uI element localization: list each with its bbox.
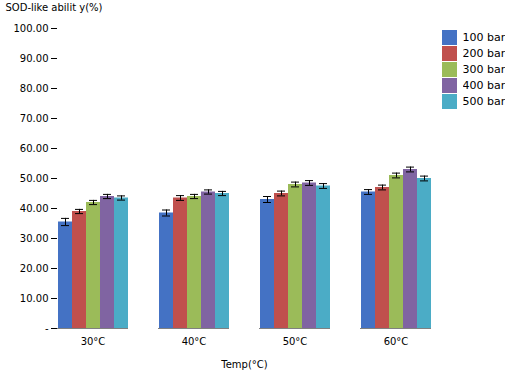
svg-text:80.00: 80.00 xyxy=(20,83,49,94)
html-text:500 bar: 500 bar xyxy=(462,95,506,108)
html-text:100 bar: 100 bar xyxy=(462,31,506,44)
html-text:200 bar: 200 bar xyxy=(462,47,506,60)
svg-text:40°C: 40°C xyxy=(182,336,207,347)
html-text:400 bar: 400 bar xyxy=(462,79,506,92)
svg-text:30°C: 30°C xyxy=(81,336,106,347)
svg-text:70.00: 70.00 xyxy=(20,113,49,124)
svg-text:100.00: 100.00 xyxy=(14,23,49,34)
svg-text:60.00: 60.00 xyxy=(20,143,49,154)
svg-text:Temp(°C): Temp(°C) xyxy=(220,359,268,370)
svg-text:50.00: 50.00 xyxy=(20,173,49,184)
svg-text:10.00: 10.00 xyxy=(20,293,49,304)
svg-text:40.00: 40.00 xyxy=(20,203,49,214)
svg-text:20.00: 20.00 xyxy=(20,263,49,274)
svg-text:-: - xyxy=(45,323,49,334)
svg-text:SOD-like abilit y(%): SOD-like abilit y(%) xyxy=(6,2,103,13)
svg-text:50°C: 50°C xyxy=(283,336,308,347)
svg-text:90.00: 90.00 xyxy=(20,53,49,64)
svg-text:60°C: 60°C xyxy=(384,336,409,347)
svg-text:30.00: 30.00 xyxy=(20,233,49,244)
html-text:300 bar: 300 bar xyxy=(462,63,506,76)
